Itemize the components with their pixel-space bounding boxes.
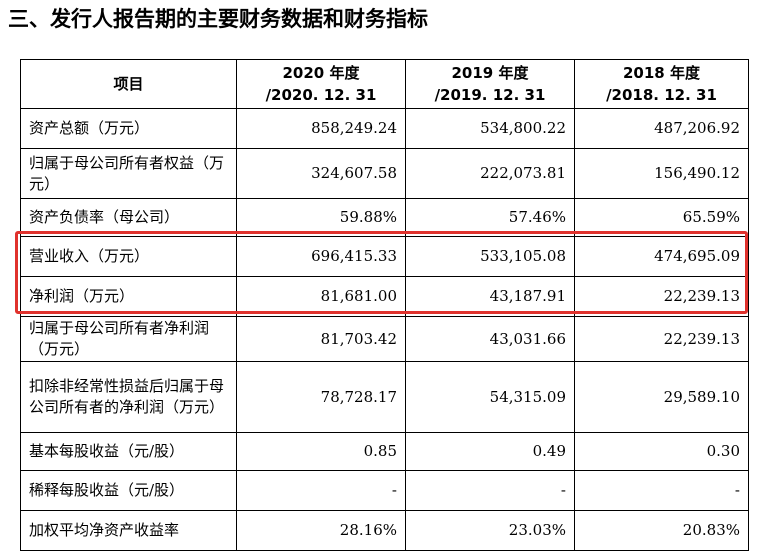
cell-2019: - <box>405 470 575 511</box>
cell-2018: 22,239.13 <box>574 276 749 317</box>
cell-2020: 0.85 <box>236 432 406 471</box>
cell-2018: 20.83% <box>574 510 749 551</box>
cell-2020: 28.16% <box>236 510 406 551</box>
cell-2019: 57.46% <box>405 198 575 237</box>
header-2019: 2019 年度 /2019. 12. 31 <box>405 59 575 109</box>
cell-2019: 222,073.81 <box>405 148 575 199</box>
header-2020: 2020 年度 /2020. 12. 31 <box>236 59 406 109</box>
row-label: 归属于母公司所有者净利润（万元） <box>20 316 237 362</box>
cell-2019: 23.03% <box>405 510 575 551</box>
row-label: 归属于母公司所有者权益（万元） <box>20 148 237 199</box>
row-label: 稀释每股收益（元/股） <box>20 470 237 511</box>
cell-2019: 534,800.22 <box>405 108 575 149</box>
table-row: 资产负债率（母公司） 59.88% 57.46% 65.59% <box>20 198 749 237</box>
table-row: 基本每股收益（元/股） 0.85 0.49 0.30 <box>20 432 749 471</box>
table-row: 扣除非经常性损益后归属于母公司所有者的净利润（万元） 78,728.17 54,… <box>20 361 749 433</box>
cell-2020: 696,415.33 <box>236 236 406 277</box>
table-row: 资产总额（万元） 858,249.24 534,800.22 487,206.9… <box>20 108 749 149</box>
table-header-row: 项目 2020 年度 /2020. 12. 31 2019 年度 /2019. … <box>20 59 749 109</box>
cell-2020: 81,681.00 <box>236 276 406 317</box>
cell-2018: 156,490.12 <box>574 148 749 199</box>
cell-2019: 43,031.66 <box>405 316 575 362</box>
cell-2018: 0.30 <box>574 432 749 471</box>
table-row: 归属于母公司所有者净利润（万元） 81,703.42 43,031.66 22,… <box>20 316 749 362</box>
cell-2020: 59.88% <box>236 198 406 237</box>
cell-2020: 324,607.58 <box>236 148 406 199</box>
cell-2018: 22,239.13 <box>574 316 749 362</box>
header-2018-text: 2018 年度 /2018. 12. 31 <box>606 64 717 104</box>
header-2019-text: 2019 年度 /2019. 12. 31 <box>434 64 546 104</box>
table-row: 净利润（万元） 81,681.00 43,187.91 22,239.13 <box>20 276 749 317</box>
row-label: 扣除非经常性损益后归属于母公司所有者的净利润（万元） <box>20 361 237 433</box>
row-label: 基本每股收益（元/股） <box>20 432 237 471</box>
header-2018: 2018 年度 /2018. 12. 31 <box>574 59 749 109</box>
row-label: 资产负债率（母公司） <box>20 198 237 237</box>
cell-2020: 81,703.42 <box>236 316 406 362</box>
cell-2019: 54,315.09 <box>405 361 575 433</box>
cell-2020: - <box>236 470 406 511</box>
cell-2019: 0.49 <box>405 432 575 471</box>
row-label: 资产总额（万元） <box>20 108 237 149</box>
row-label: 营业收入（万元） <box>20 236 237 277</box>
header-item: 项目 <box>20 59 237 109</box>
cell-2018: 487,206.92 <box>574 108 749 149</box>
row-label: 加权平均净资产收益率 <box>20 510 237 551</box>
cell-2018: 65.59% <box>574 198 749 237</box>
cell-2018: - <box>574 470 749 511</box>
cell-2019: 533,105.08 <box>405 236 575 277</box>
cell-2019: 43,187.91 <box>405 276 575 317</box>
table-row: 归属于母公司所有者权益（万元） 324,607.58 222,073.81 15… <box>20 148 749 199</box>
cell-2020: 78,728.17 <box>236 361 406 433</box>
table-row: 稀释每股收益（元/股） - - - <box>20 470 749 511</box>
section-heading: 三、发行人报告期的主要财务数据和财务指标 <box>8 7 428 31</box>
cell-2018: 474,695.09 <box>574 236 749 277</box>
table-row: 加权平均净资产收益率 28.16% 23.03% 20.83% <box>20 510 749 551</box>
financial-table: 项目 2020 年度 /2020. 12. 31 2019 年度 /2019. … <box>20 59 749 551</box>
cell-2020: 858,249.24 <box>236 108 406 149</box>
table-row: 营业收入（万元） 696,415.33 533,105.08 474,695.0… <box>20 236 749 277</box>
row-label: 净利润（万元） <box>20 276 237 317</box>
header-2020-text: 2020 年度 /2020. 12. 31 <box>265 64 377 104</box>
cell-2018: 29,589.10 <box>574 361 749 433</box>
